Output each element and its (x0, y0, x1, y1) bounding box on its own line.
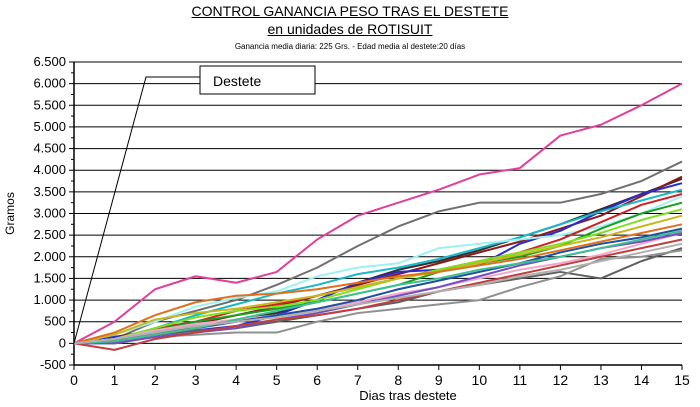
series-line (73, 160, 683, 345)
y-tick-label: 4.500 (33, 141, 66, 156)
y-tick-label: 6.000 (33, 76, 66, 91)
x-tick-label: 2 (151, 372, 159, 388)
x-tick-label: 0 (70, 372, 78, 388)
series-line (73, 229, 683, 345)
y-tick-label: 3.500 (33, 184, 66, 199)
y-tick-label: -500 (40, 357, 66, 372)
x-axis-label: Dias tras destete (359, 388, 457, 403)
x-tick-label: 7 (354, 372, 362, 388)
x-tick-label: 1 (111, 372, 119, 388)
chart-title: CONTROL GANANCIA PESO TRAS EL DESTETE (191, 3, 509, 19)
x-tick-label: 8 (394, 372, 402, 388)
chart-title-line2: en unidades de ROTISUIT (267, 21, 433, 37)
x-tick-label: 13 (593, 372, 609, 388)
series-line (73, 214, 683, 345)
series-line (73, 242, 683, 345)
series-line (73, 188, 683, 345)
x-tick-label: 11 (513, 372, 528, 388)
x-tick-label: 3 (192, 372, 200, 388)
series-line (73, 208, 683, 345)
annotation-leader (73, 76, 200, 344)
series-line (73, 201, 683, 345)
y-tick-label: 0 (59, 335, 66, 350)
series-line (73, 223, 683, 345)
annotation-box (199, 65, 316, 95)
annotation-text: Destete (213, 73, 261, 89)
y-tick-label: 1.500 (33, 270, 66, 285)
y-tick-label: 6.500 (33, 54, 66, 69)
series-line (73, 238, 683, 351)
x-tick-label: 6 (313, 372, 321, 388)
chart-subtitle: Ganancia media diaria: 225 Grs. - Edad m… (234, 42, 466, 51)
y-tick-label: 3.000 (33, 206, 66, 221)
y-tick-label: 5.500 (33, 97, 66, 112)
series-line (73, 82, 683, 345)
series-line (73, 247, 683, 345)
x-tick-label: 14 (634, 372, 650, 388)
y-axis-label: Gramos (3, 192, 17, 235)
y-tick-label: 1.000 (33, 292, 66, 307)
x-tick-label: 5 (273, 372, 281, 388)
x-tick-label: 9 (435, 372, 443, 388)
y-tick-label: 4.000 (33, 162, 66, 177)
x-tick-label: 15 (674, 372, 690, 388)
x-tick-label: 10 (472, 372, 488, 388)
x-tick-label: 4 (232, 372, 240, 388)
y-tick-label: 2.000 (33, 249, 66, 264)
y-tick-label: 500 (44, 314, 66, 329)
series-line (73, 177, 683, 345)
y-tick-label: 5.000 (33, 119, 66, 134)
x-tick-label: 12 (553, 372, 569, 388)
y-tick-label: 2.500 (33, 227, 66, 242)
series-line (73, 232, 683, 345)
